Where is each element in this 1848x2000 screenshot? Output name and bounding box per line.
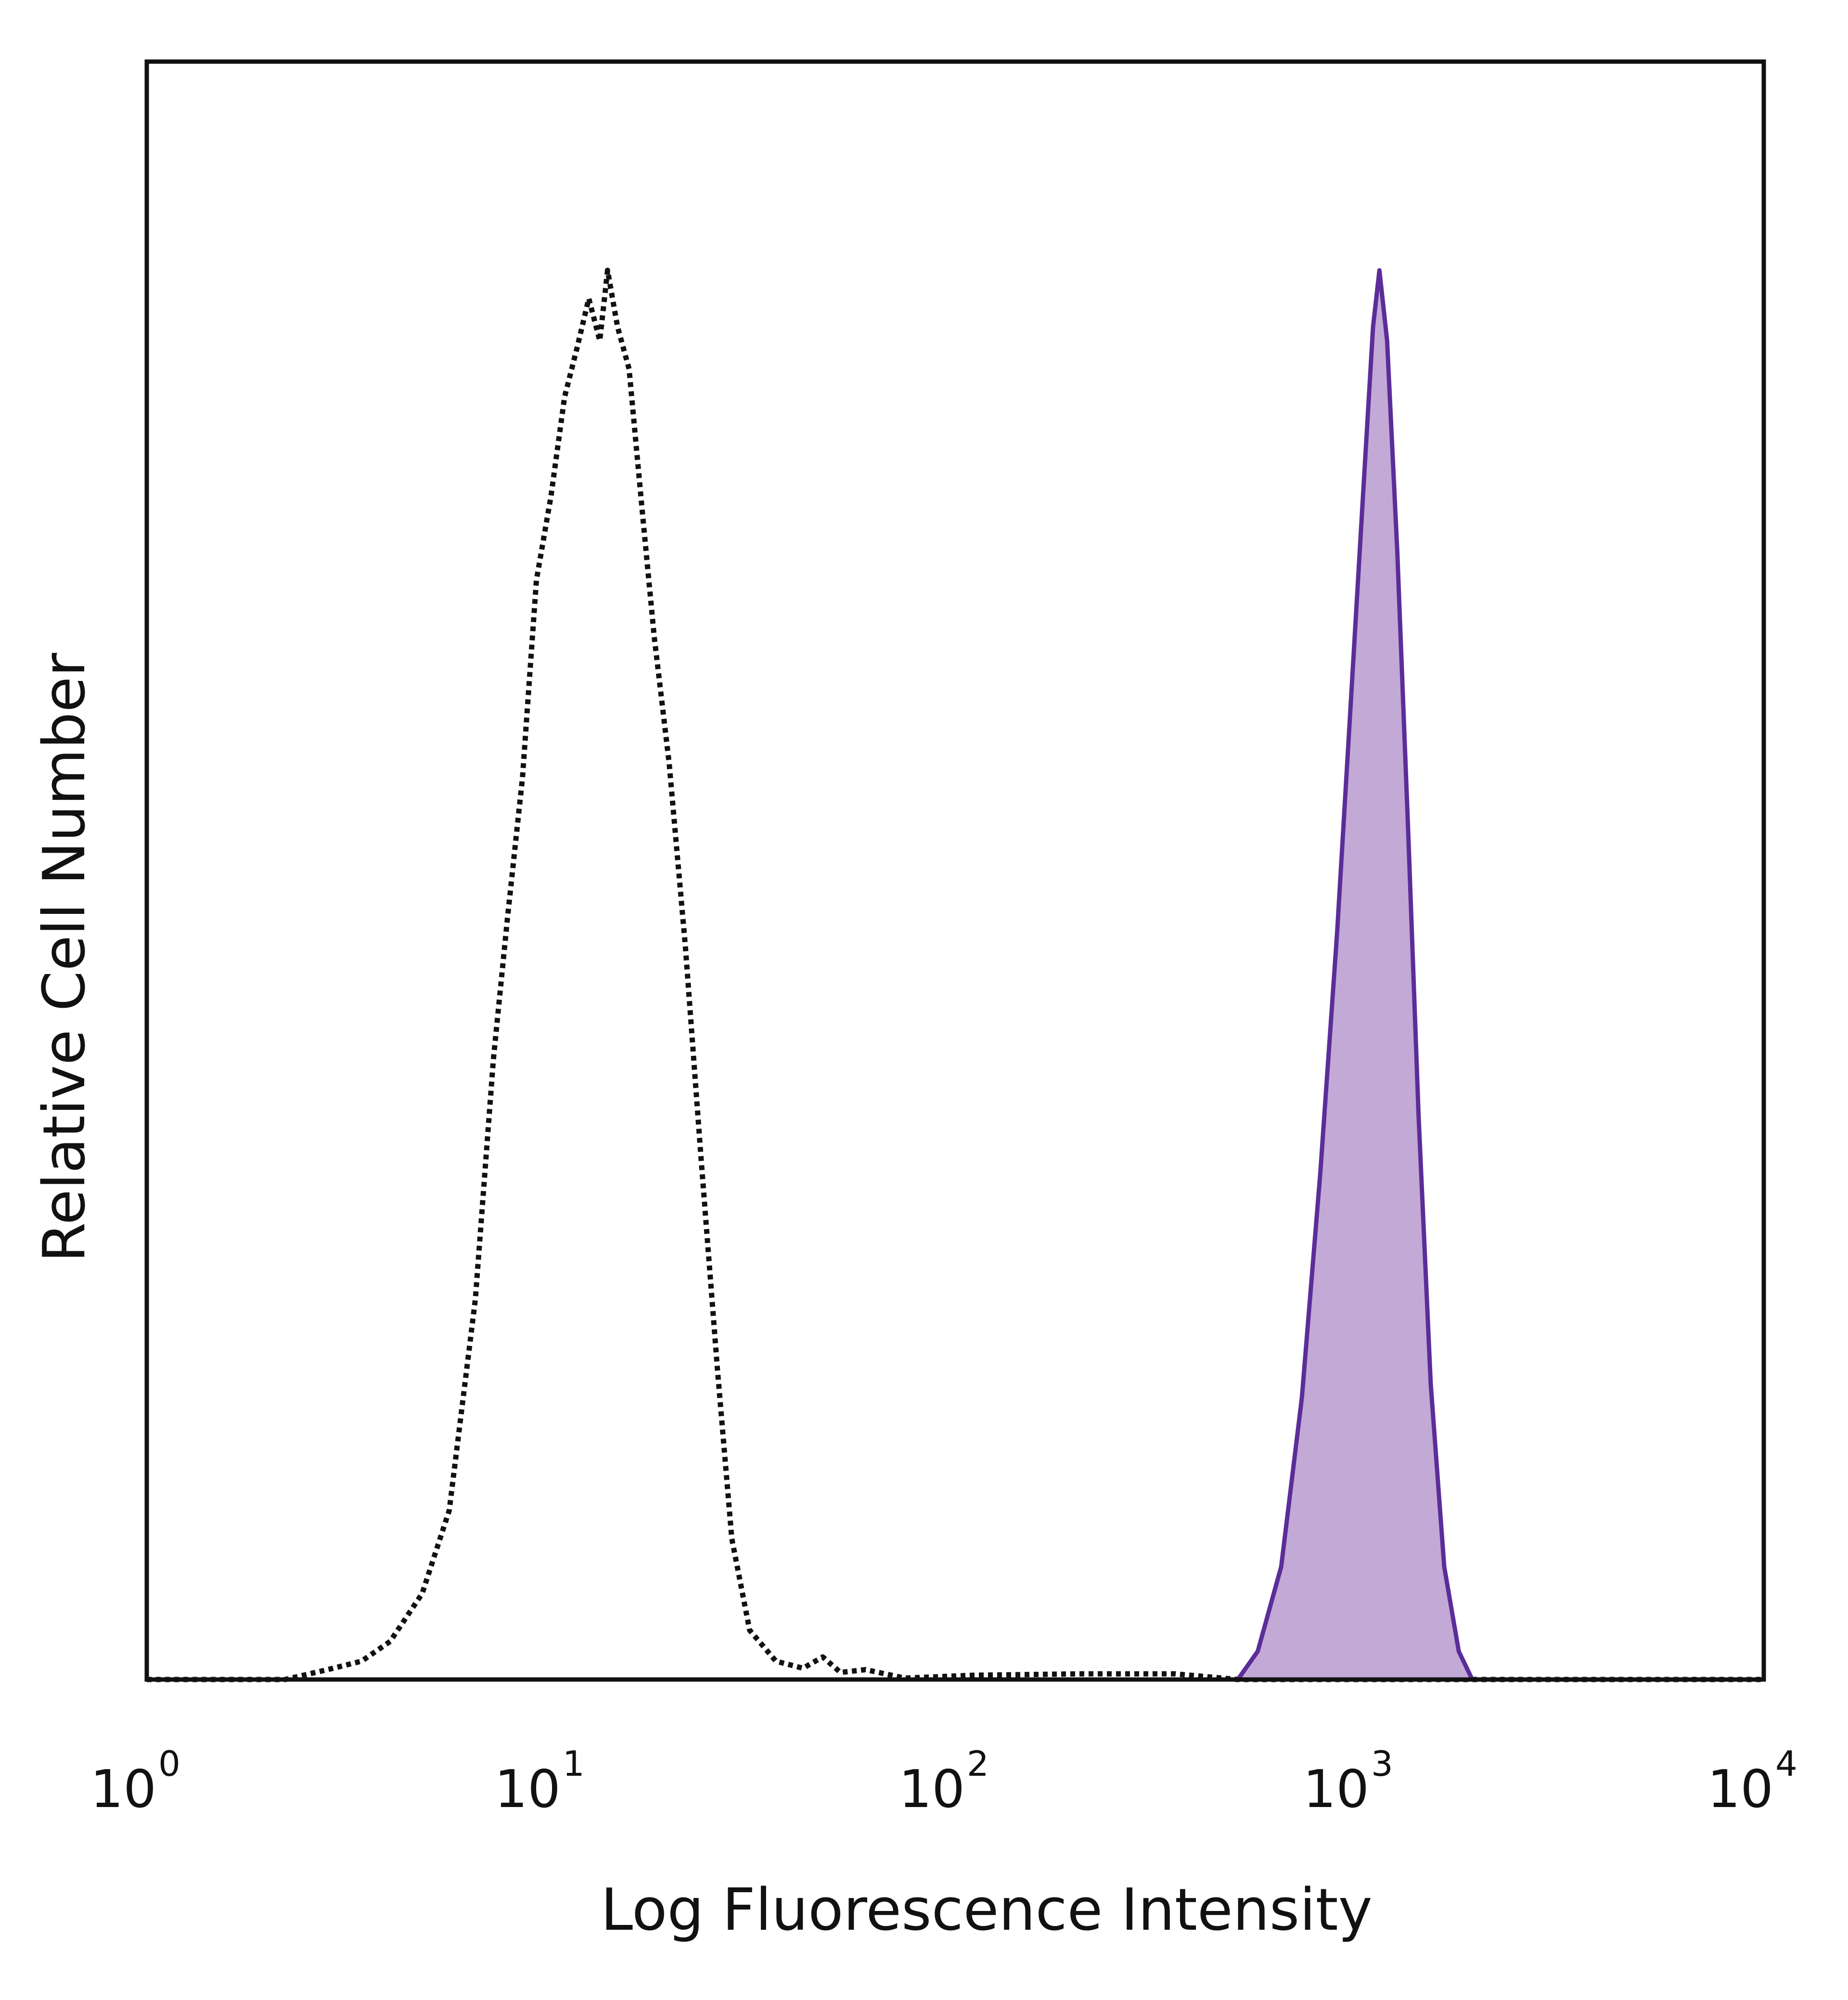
series-2-line [147,268,1764,1682]
y-axis-title: Relative Cell Number [31,653,98,1262]
x-tick-base: 10 [495,1759,561,1820]
x-tick-base: 10 [1303,1759,1369,1820]
x-tick-label-0: 10 0 [90,1744,180,1820]
x-tick-exponent: 1 [563,1744,585,1784]
series-layer [147,268,1764,1682]
plot-frame [144,59,1766,1682]
x-tick-label-4: 10 4 [1707,1744,1797,1820]
series-2-area [147,270,1764,1680]
x-tick-base: 10 [1707,1759,1773,1820]
x-tick-base: 10 [90,1759,156,1820]
x-tick-base: 10 [899,1759,965,1820]
x-tick-exponent: 2 [967,1744,989,1784]
series-1-line [147,268,1764,1682]
x-tick-label-2: 10 2 [899,1744,989,1820]
x-tick-exponent: 3 [1371,1744,1393,1784]
x-tick-labels: 10 0 10 1 10 2 10 3 10 4 [90,1744,1797,1820]
x-tick-exponent: 4 [1775,1744,1797,1784]
x-tick-exponent: 0 [158,1744,180,1784]
x-axis-title: Log Fluorescence Intensity [601,1877,1372,1944]
x-tick-label-1: 10 1 [495,1744,585,1820]
x-tick-label-3: 10 3 [1303,1744,1393,1820]
